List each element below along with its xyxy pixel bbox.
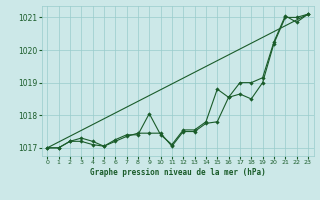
X-axis label: Graphe pression niveau de la mer (hPa): Graphe pression niveau de la mer (hPa) — [90, 168, 266, 177]
